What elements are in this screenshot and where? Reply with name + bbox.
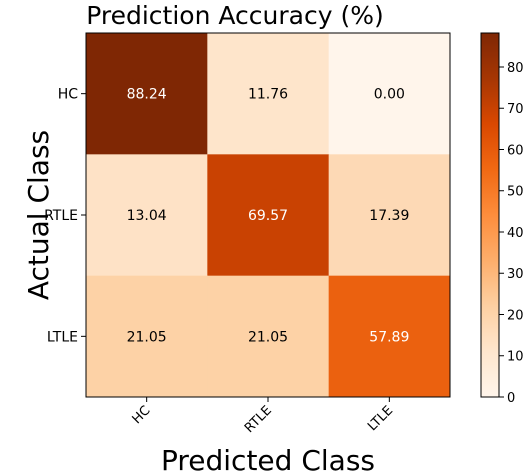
heatmap-cell bbox=[86, 33, 208, 155]
colorbar-tick-label: 50 bbox=[507, 185, 524, 200]
heatmap-cell bbox=[328, 275, 451, 398]
x-tick-label: LTLE bbox=[365, 403, 396, 434]
y-axis-label: Actual Class bbox=[22, 130, 55, 300]
y-axis-ticks: HC RTLE LTLE bbox=[44, 87, 86, 345]
chart-title: Prediction Accuracy (%) bbox=[86, 1, 384, 30]
cell-value-label: 57.89 bbox=[369, 329, 409, 345]
x-tick-label: HC bbox=[130, 403, 154, 427]
cell-value-label: 0.00 bbox=[374, 87, 405, 103]
heatmap-cell bbox=[207, 154, 330, 277]
colorbar-tick-label: 70 bbox=[507, 102, 524, 117]
colorbar-tick-label: 20 bbox=[507, 308, 524, 323]
heatmap-value-labels: 88.24 11.76 0.00 13.04 69.57 17.39 21.05 21.05 5… bbox=[127, 87, 410, 346]
cell-value-label: 21.05 bbox=[248, 329, 288, 345]
heatmap-cell bbox=[328, 33, 451, 155]
heatmap-cell bbox=[86, 154, 208, 277]
cell-value-label: 13.04 bbox=[127, 208, 167, 224]
heatmap-cell bbox=[86, 275, 208, 398]
cell-value-label: 21.05 bbox=[127, 329, 167, 345]
colorbar-ticks: 0 10 20 30 40 50 60 70 80 bbox=[499, 61, 524, 406]
colorbar bbox=[480, 32, 500, 398]
x-axis-label: Predicted Class bbox=[161, 444, 375, 476]
y-tick-label: HC bbox=[58, 87, 79, 103]
heatmap-cell bbox=[207, 275, 330, 398]
cell-value-label: 69.57 bbox=[248, 208, 288, 224]
y-tick-label: LTLE bbox=[47, 329, 78, 345]
y-tick-label: RTLE bbox=[44, 208, 78, 224]
cell-value-label: 17.39 bbox=[369, 208, 409, 224]
colorbar-tick-label: 10 bbox=[507, 350, 524, 365]
heatmap-cell bbox=[207, 33, 330, 155]
heatmap-cell bbox=[328, 154, 451, 277]
colorbar-tick-label: 60 bbox=[507, 143, 524, 158]
colorbar-tick-label: 30 bbox=[507, 267, 524, 282]
x-tick-label: RTLE bbox=[242, 403, 275, 436]
cell-value-label: 88.24 bbox=[127, 87, 167, 103]
colorbar-tick-label: 40 bbox=[507, 226, 524, 241]
heatmap-frame bbox=[85, 32, 451, 398]
colorbar-tick-label: 0 bbox=[507, 391, 515, 406]
x-axis-ticks: HC RTLE LTLE bbox=[130, 397, 396, 436]
heatmap-cells bbox=[86, 33, 451, 398]
colorbar-tick-label: 80 bbox=[507, 61, 524, 76]
cell-value-label: 11.76 bbox=[248, 87, 288, 103]
